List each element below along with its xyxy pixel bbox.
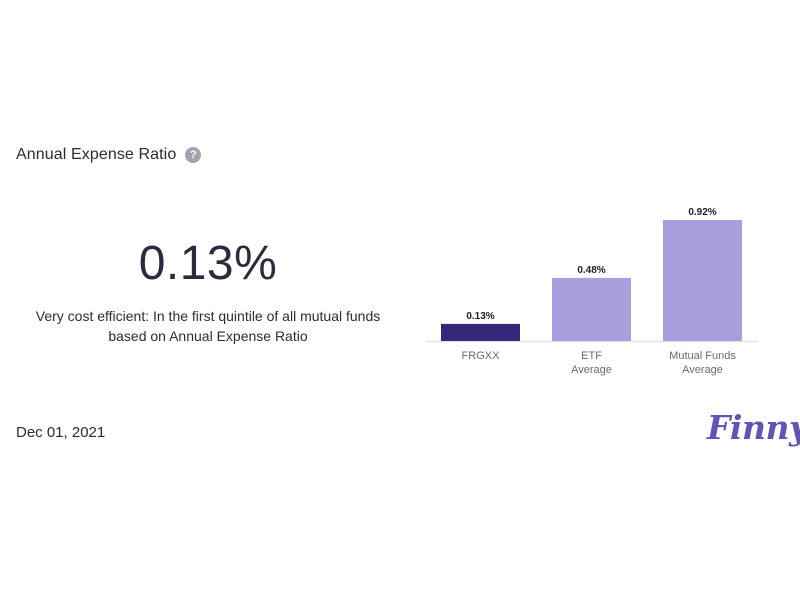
chart-bar — [663, 220, 742, 341]
bar-value-label: 0.92% — [688, 207, 716, 218]
expense-ratio-description: Very cost efficient: In the first quinti… — [35, 308, 381, 344]
expense-ratio-bar-chart: 0.13% FRGXX 0.48% ETF Average 0.92% Mutual Fun… — [426, 207, 758, 376]
header: Annual Expense Ratio ? — [16, 146, 202, 164]
question-circle-icon[interactable]: ? — [185, 147, 202, 163]
finny-logo[interactable]: Finny — [707, 408, 800, 447]
chart-bar — [441, 323, 520, 341]
bar-value-label: 0.13% — [466, 311, 494, 322]
expense-ratio-summary: 0.13% Very cost efficient: In the first … — [30, 236, 386, 346]
as-of-date: Dec 01, 2021 — [16, 424, 106, 441]
x-tick-label: Average — [571, 364, 612, 376]
expense-ratio-value: 0.13% — [138, 237, 278, 290]
bar-value-label: 0.48% — [577, 265, 605, 276]
chart-bar — [552, 277, 631, 341]
section-title: Annual Expense Ratio — [16, 146, 177, 163]
x-tick-label: Mutual Funds — [669, 350, 736, 362]
x-tick-label: Average — [682, 364, 723, 376]
x-tick-label: FRGXX — [462, 350, 501, 362]
x-tick-label: ETF — [581, 350, 602, 362]
